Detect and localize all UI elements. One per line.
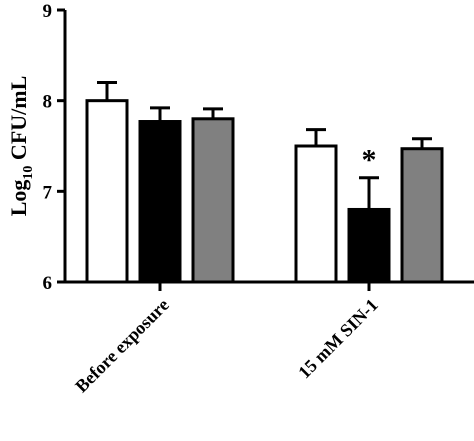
y-ticks: 6 7 8 9	[43, 1, 65, 294]
annotations: *	[362, 144, 377, 177]
category-labels: Before exposure 15 mM SIN-1	[71, 282, 382, 396]
y-tick-label: 9	[43, 1, 53, 22]
bar	[85, 99, 129, 284]
category-label: 15 mM SIN-1	[294, 295, 382, 383]
error-bars	[97, 81, 432, 210]
y-tick-label: 8	[43, 92, 53, 113]
y-tick-label: 6	[43, 273, 53, 294]
significance-asterisk: *	[362, 144, 377, 177]
y-axis-title-rest: CFU/mL	[6, 76, 31, 166]
bar	[347, 207, 391, 284]
bar	[138, 120, 182, 284]
y-axis-title: Log10 CFU/mL	[6, 76, 36, 217]
y-tick-label: 7	[43, 182, 53, 203]
y-axis-title-base: Log	[6, 180, 31, 217]
bar	[294, 144, 338, 284]
bars	[85, 99, 444, 284]
category-label: Before exposure	[71, 295, 173, 397]
y-axis-title-subscript: 10	[21, 166, 36, 180]
bar	[400, 147, 444, 284]
bar	[191, 117, 235, 284]
